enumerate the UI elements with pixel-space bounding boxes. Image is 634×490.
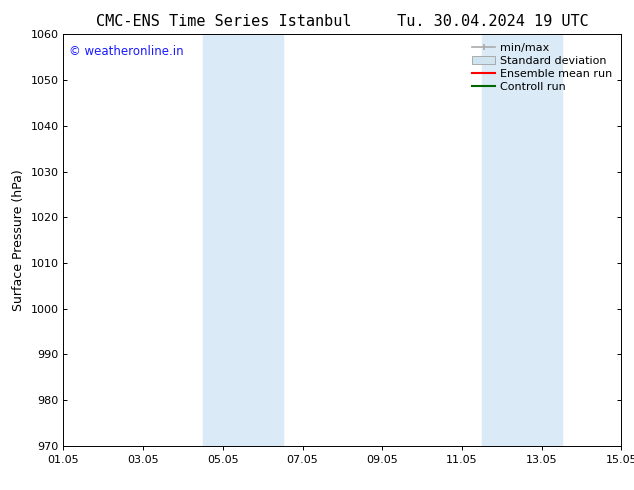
Bar bbox=[203, 34, 283, 446]
Text: © weatheronline.in: © weatheronline.in bbox=[69, 45, 184, 58]
Bar bbox=[482, 34, 562, 446]
Y-axis label: Surface Pressure (hPa): Surface Pressure (hPa) bbox=[12, 169, 25, 311]
Title: CMC-ENS Time Series Istanbul     Tu. 30.04.2024 19 UTC: CMC-ENS Time Series Istanbul Tu. 30.04.2… bbox=[96, 14, 589, 29]
Legend: min/max, Standard deviation, Ensemble mean run, Controll run: min/max, Standard deviation, Ensemble me… bbox=[469, 40, 616, 95]
